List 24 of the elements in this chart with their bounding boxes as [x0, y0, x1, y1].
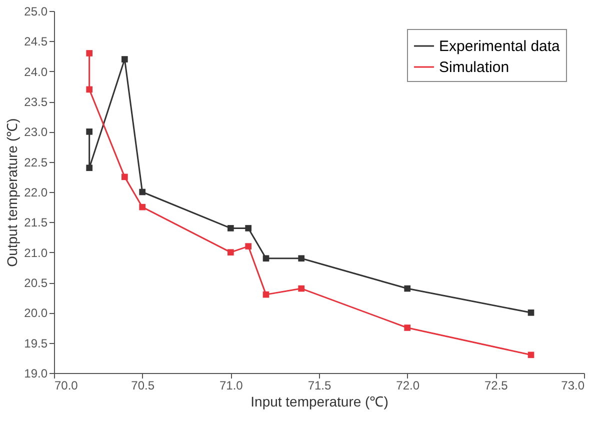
y-tick-label: 24.0 — [24, 64, 48, 79]
x-tick-label: 70.0 — [54, 378, 78, 392]
y-tick-label: 22.5 — [24, 155, 48, 170]
y-tick-label: 19.5 — [24, 336, 48, 350]
x-tick-label: 70.5 — [131, 378, 155, 392]
y-tick-label: 20.0 — [24, 306, 48, 320]
legend-label: Experimental data — [439, 38, 561, 55]
x-tick-label: 73.0 — [561, 378, 585, 392]
x-tick-label: 72.0 — [396, 378, 420, 392]
y-tick-label: 22.0 — [24, 186, 48, 200]
y-tick-label: 24.5 — [24, 34, 48, 49]
y-tick-label: 21.5 — [24, 216, 48, 230]
y-tick-label: 21.0 — [24, 246, 48, 260]
x-tick-label: 71.5 — [308, 378, 332, 392]
y-tick-label: 20.5 — [24, 276, 48, 290]
y-axis-title: Output temperature (℃) — [4, 118, 20, 267]
legend-label: Simulation — [439, 59, 510, 76]
y-tick-label: 23.0 — [24, 125, 48, 140]
y-tick-label: 25.0 — [24, 4, 48, 18]
x-tick-label: 71.0 — [219, 378, 244, 392]
x-axis-title: Input temperature (℃) — [250, 394, 388, 410]
x-tick-label: 72.5 — [484, 378, 508, 392]
y-tick-label: 23.5 — [24, 95, 48, 109]
y-tick-label: 19.0 — [24, 366, 48, 380]
